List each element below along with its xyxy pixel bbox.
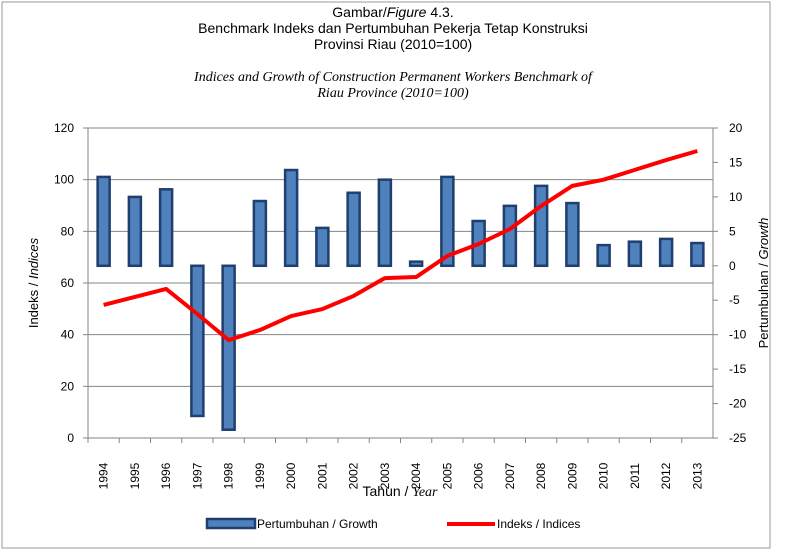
text-part: Year [412,485,438,500]
x-tick-label: 1998 [222,462,236,489]
text-part: Benchmark Indeks dan Pertumbuhan Pekerja… [198,20,588,36]
x-tick-label: 2010 [597,462,611,489]
bar [158,188,174,268]
bar [658,237,674,268]
text-part: Tahun / [363,483,413,499]
x-tick-label: 1994 [97,462,111,489]
y-tick-label: 40 [61,328,75,342]
text-part: Pertumbuhan / [756,260,771,349]
bar [377,178,393,268]
y2-tick-label: -25 [729,431,747,445]
bar [440,175,455,268]
bar [252,199,268,268]
bar [502,204,518,268]
x-tick-label: 1997 [190,462,204,489]
text-part: Growth [756,218,771,260]
x-tick-label: 2005 [440,462,454,489]
y2-tick-label: 10 [729,190,743,204]
bar [96,175,111,268]
x-tick-label: 2000 [284,462,298,489]
y2-axis-label: Pertumbuhan / Growth [756,218,771,349]
x-tick-label: 2003 [378,462,392,489]
x-tick-label: 2008 [534,462,548,489]
text-part: Provinsi Riau (2010=100) [314,36,472,52]
bar [627,240,643,268]
y2-tick-label: -15 [729,362,747,376]
x-tick-label: 2007 [503,462,517,489]
bar [346,191,361,268]
x-tick-label: 2009 [565,462,579,489]
y-tick-label: 0 [67,431,74,445]
chart-subtitle: Indices and Growth of Construction Perma… [193,70,594,85]
x-tick-label: 2004 [409,462,423,489]
bar [283,168,299,268]
x-axis-label: Tahun / Year [363,483,439,500]
text-part: Gambar/ [332,4,387,20]
chart-title: Provinsi Riau (2010=100) [314,36,472,52]
y2-tick-label: 5 [729,224,736,238]
bar [315,226,330,268]
y-tick-label: 80 [61,224,75,238]
chart-title: Gambar/Figure 4.3. [332,4,453,20]
line [103,149,698,343]
bar [127,195,143,268]
y-tick-label: 100 [54,173,74,187]
y2-tick-label: 0 [729,259,736,273]
chart-title: Benchmark Indeks dan Pertumbuhan Pekerja… [198,20,588,36]
x-tick-label: 2011 [628,463,642,489]
text-part: Indices [26,237,41,279]
bar [221,264,236,431]
bar [565,201,580,268]
bar [690,241,705,268]
y2-tick-label: -20 [729,397,747,411]
chart-frame [1,1,771,549]
y-tick-label: 60 [61,276,75,290]
y-axis-label: Indeks / Indices [26,237,41,328]
x-tick-label: 1995 [128,462,142,489]
y2-tick-label: 20 [729,121,743,135]
bar [596,243,611,268]
y-tick-label: 120 [54,121,74,135]
x-tick-label: 2013 [690,462,704,489]
legend-label: Pertumbuhan / Growth [257,517,378,531]
x-tick-label: 2012 [659,462,673,489]
text-part: 4.3. [426,4,453,20]
text-part: Figure [387,4,427,20]
legend-swatch [205,517,257,530]
bar [190,264,205,418]
bar [533,184,549,268]
x-tick-label: 2001 [315,462,329,489]
x-tick-label: 1996 [159,462,173,489]
y-tick-label: 20 [61,379,75,393]
y2-tick-label: -5 [729,293,740,307]
bar [408,260,424,268]
y2-tick-label: 15 [729,155,743,169]
x-tick-label: 2006 [472,462,486,489]
x-tick-label: 1999 [253,462,267,489]
chart-subtitle: Riau Province (2010=100) [316,86,469,101]
legend-label: Indeks / Indices [497,517,580,531]
y2-tick-label: -10 [729,328,747,342]
x-tick-label: 2002 [347,462,361,489]
text-part: Indeks / [26,279,41,328]
